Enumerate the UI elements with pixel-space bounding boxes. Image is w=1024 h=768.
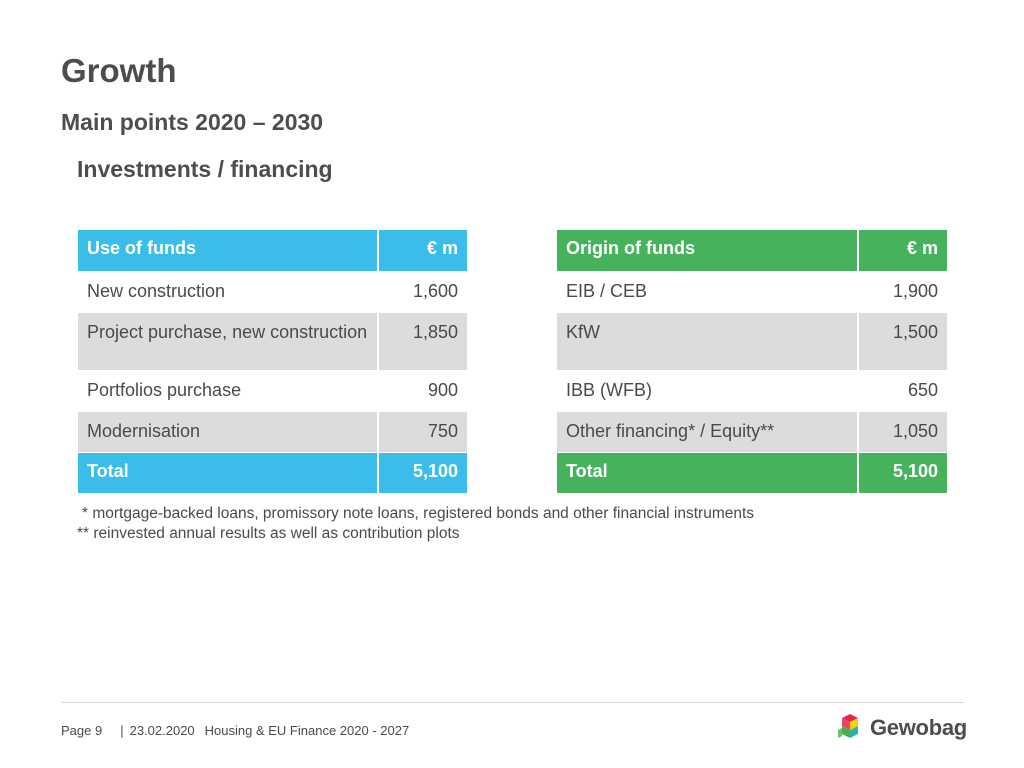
table-header-row: Use of funds € m <box>78 230 467 272</box>
footnotes: * mortgage-backed loans, promissory note… <box>77 504 754 544</box>
footer: Page 9 | 23.02.2020 Housing & EU Finance 20… <box>61 723 409 738</box>
table-row: Portfolios purchase 900 <box>78 370 467 412</box>
total-label: Total <box>78 452 379 494</box>
use-of-funds-table: Use of funds € m New construction 1,600 … <box>78 230 467 494</box>
table-row: Project purchase, new construction 1,850 <box>78 312 467 371</box>
row-label: KfW <box>557 312 859 371</box>
total-row: Total 5,100 <box>78 452 467 494</box>
table-row: IBB (WFB) 650 <box>557 370 947 412</box>
row-value: 650 <box>858 370 947 412</box>
page-subtitle: Main points 2020 – 2030 <box>61 109 324 135</box>
row-label: Project purchase, new construction <box>78 312 379 371</box>
unit-header: € m <box>378 230 467 272</box>
row-value: 1,500 <box>858 312 947 371</box>
total-value: 5,100 <box>378 452 467 494</box>
table-row: Other financing* / Equity** 1,050 <box>557 411 947 453</box>
row-label: Other financing* / Equity** <box>557 411 859 453</box>
footer-divider <box>61 702 964 703</box>
total-value: 5,100 <box>858 452 947 494</box>
row-value: 750 <box>378 411 467 453</box>
origin-of-funds-header: Origin of funds <box>557 230 859 272</box>
table-header-row: Origin of funds € m <box>557 230 947 272</box>
footer-document-title: Housing & EU Finance 2020 - 2027 <box>204 723 410 738</box>
row-value: 1,900 <box>858 271 947 313</box>
table-row: EIB / CEB 1,900 <box>557 271 947 313</box>
row-label: IBB (WFB) <box>557 370 859 412</box>
row-label: EIB / CEB <box>557 271 859 313</box>
page-number: Page 9 <box>61 723 103 738</box>
row-value: 1,850 <box>378 312 467 371</box>
row-value: 1,050 <box>858 411 947 453</box>
footer-separator: | <box>120 723 124 738</box>
gewobag-logo: Gewobag <box>836 712 967 744</box>
table-row: KfW 1,500 <box>557 312 947 371</box>
row-value: 900 <box>378 370 467 412</box>
row-label: Modernisation <box>78 411 379 453</box>
origin-of-funds-table: Origin of funds € m EIB / CEB 1,900 KfW … <box>557 230 947 494</box>
footnote-financing: * mortgage-backed loans, promissory note… <box>82 505 755 522</box>
total-label: Total <box>557 452 859 494</box>
unit-header: € m <box>858 230 947 272</box>
use-of-funds-header: Use of funds <box>78 230 379 272</box>
row-label: Portfolios purchase <box>78 370 379 412</box>
footer-date: 23.02.2020 <box>129 723 195 738</box>
page-title: Growth <box>61 52 177 89</box>
gewobag-cube-icon <box>838 714 858 738</box>
logo-wordmark: Gewobag <box>870 715 967 740</box>
row-label: New construction <box>78 271 379 313</box>
table-row: New construction 1,600 <box>78 271 467 313</box>
footnote-equity: ** reinvested annual results as well as … <box>77 525 460 542</box>
table-row: Modernisation 750 <box>78 411 467 453</box>
section-heading: Investments / financing <box>77 156 333 182</box>
row-value: 1,600 <box>378 271 467 313</box>
total-row: Total 5,100 <box>557 452 947 494</box>
